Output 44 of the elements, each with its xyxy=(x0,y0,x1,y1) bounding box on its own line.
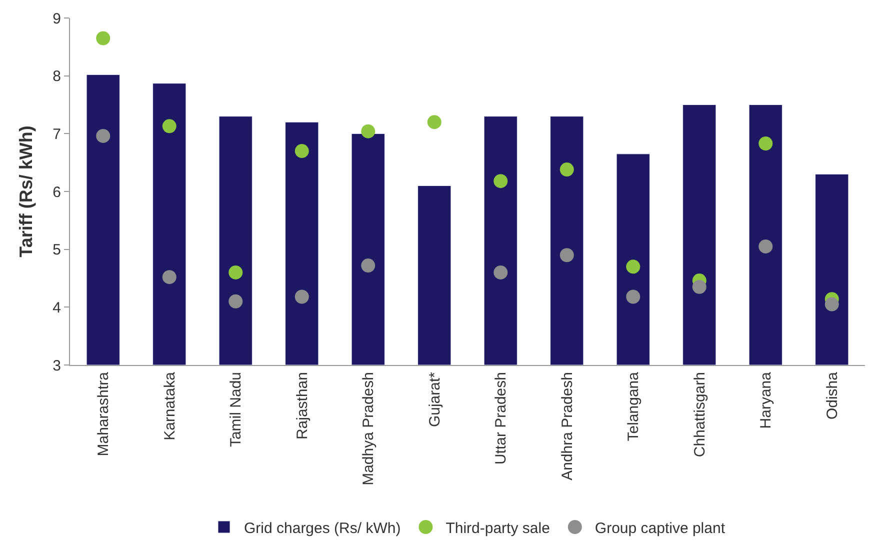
y-tick-label: 9 xyxy=(52,10,61,28)
point xyxy=(692,280,706,294)
y-tick-label: 7 xyxy=(52,126,61,143)
point xyxy=(560,162,574,177)
point xyxy=(162,119,176,134)
point xyxy=(228,294,243,308)
point xyxy=(758,136,773,150)
y-tick-label: 4 xyxy=(52,299,61,316)
y-tick-label: 5 xyxy=(52,242,61,259)
x-tick-label: Maharashtra xyxy=(95,371,112,456)
x-tick-label: Odisha xyxy=(824,371,841,420)
x-tick-label: Tamil Nadu xyxy=(228,372,245,448)
x-tick-label: Gujarat* xyxy=(426,372,444,428)
y-tick-label: 3 xyxy=(52,357,61,374)
x-tick-label: Rajasthan xyxy=(294,372,311,440)
x-tick-label: Karnataka xyxy=(161,371,178,440)
point xyxy=(758,239,773,254)
legend-label: Third-party sale xyxy=(446,520,550,537)
point xyxy=(626,260,640,274)
y-axis-title: Tariff (Rs/ kWh) xyxy=(16,126,36,258)
point xyxy=(96,128,110,143)
point xyxy=(294,144,309,158)
y-tick-label: 8 xyxy=(52,68,61,86)
point xyxy=(626,290,640,304)
x-tick-label: Telangana xyxy=(625,371,642,442)
point xyxy=(494,174,508,188)
point xyxy=(560,248,574,262)
y-tick-label: 6 xyxy=(52,184,61,201)
point xyxy=(228,265,243,280)
point xyxy=(361,124,376,138)
x-tick-label: Andhra Pradesh xyxy=(558,372,576,480)
point xyxy=(162,270,176,284)
point xyxy=(494,265,508,280)
point xyxy=(824,297,839,312)
point xyxy=(294,290,309,304)
point xyxy=(427,115,442,130)
point xyxy=(361,258,376,273)
legend-label: Grid charges (Rs/ kWh) xyxy=(244,520,401,537)
point xyxy=(96,31,110,46)
x-tick-label: Chhattisgarh xyxy=(691,372,708,458)
legend-label: Group captive plant xyxy=(594,520,726,537)
x-tick-label: Madhya Pradesh xyxy=(360,372,378,486)
x-tick-label: Haryana xyxy=(758,371,775,429)
x-tick-label: Uttar Pradesh xyxy=(492,372,510,465)
